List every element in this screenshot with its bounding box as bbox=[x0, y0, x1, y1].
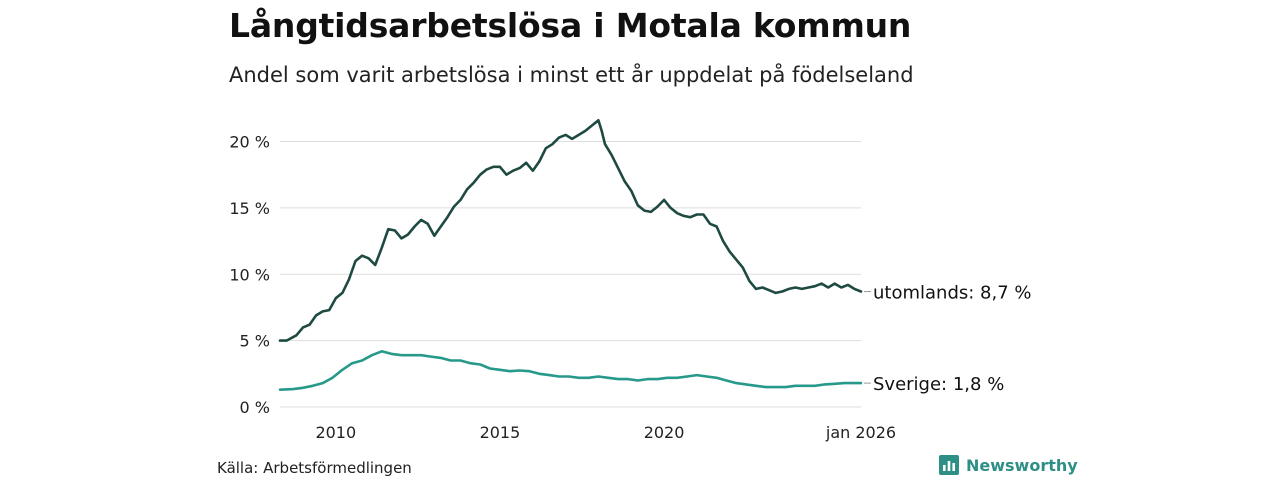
y-tick-label: 20 % bbox=[229, 133, 270, 152]
series-end-label-sverige: Sverige: 1,8 % bbox=[873, 374, 1004, 395]
chart-subtitle: Andel som varit arbetslösa i minst ett å… bbox=[229, 63, 914, 87]
newsworthy-logo-icon bbox=[939, 455, 959, 475]
chart-title: Långtidsarbetslösa i Motala kommun bbox=[229, 6, 912, 45]
series-line-sverige bbox=[278, 350, 863, 391]
brand-name: Newsworthy bbox=[966, 455, 1078, 475]
x-tick-label: jan 2026 bbox=[825, 423, 896, 442]
y-tick-label: 5 % bbox=[240, 332, 270, 351]
source-note: Källa: Arbetsförmedlingen bbox=[217, 459, 412, 477]
series-end-label-utomlands: utomlands: 8,7 % bbox=[873, 283, 1032, 304]
y-tick-label: 0 % bbox=[240, 398, 270, 417]
x-tick-label: 2020 bbox=[644, 423, 685, 442]
brand-logo[interactable]: Newsworthy bbox=[939, 455, 1078, 475]
y-tick-label: 10 % bbox=[229, 265, 270, 284]
x-tick-label: 2010 bbox=[315, 423, 356, 442]
series-line-utomlands bbox=[278, 119, 863, 342]
y-tick-label: 15 % bbox=[229, 199, 270, 218]
x-tick-label: 2015 bbox=[480, 423, 521, 442]
